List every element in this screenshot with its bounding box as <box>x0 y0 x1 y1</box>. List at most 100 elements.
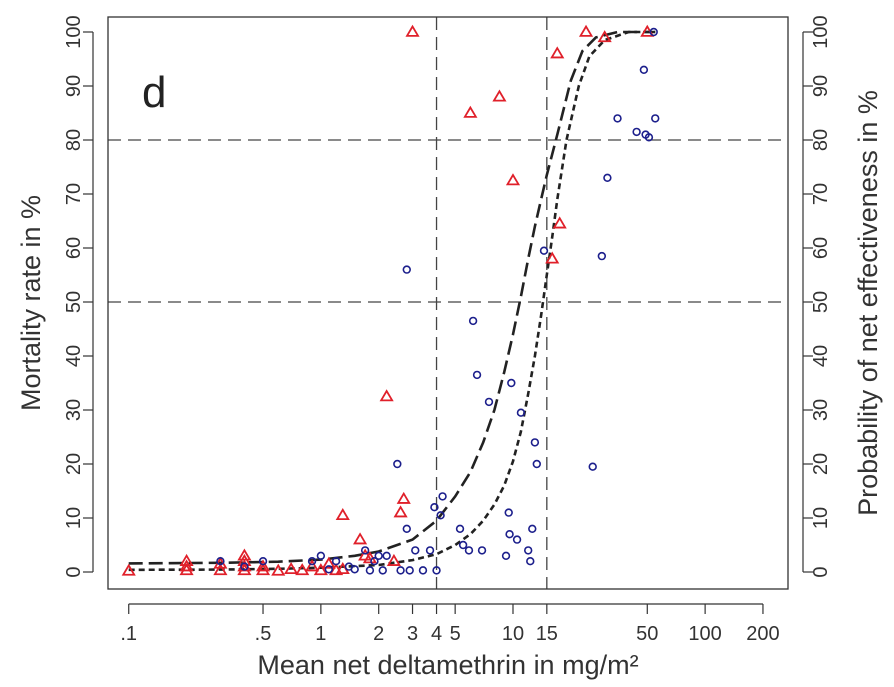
circle-point <box>324 565 334 574</box>
y-right-tick-label: 40 <box>810 345 832 367</box>
circle-point <box>458 540 468 550</box>
triangle-point <box>597 30 612 43</box>
data-points <box>121 24 660 576</box>
y-tick-label: 0 <box>63 566 85 577</box>
y-tick-label: 60 <box>63 237 85 259</box>
plot-frame <box>107 16 789 590</box>
circle-point <box>396 566 405 575</box>
circle-point <box>644 133 654 142</box>
circle-point <box>516 408 526 417</box>
circle-point <box>639 65 649 75</box>
x-tick-label: 50 <box>636 623 658 645</box>
y-tick-label: 20 <box>63 453 85 475</box>
circle-point <box>350 565 359 574</box>
circle-point <box>402 524 411 533</box>
fitted-curve-long-dash <box>128 30 656 565</box>
circle-point <box>472 370 482 380</box>
circle-point <box>425 546 435 555</box>
circle-point <box>382 551 391 560</box>
circle-point <box>632 127 641 137</box>
triangle-point <box>550 46 565 59</box>
circle-point <box>526 556 535 566</box>
triangle-point <box>321 556 336 569</box>
triangle-point <box>545 251 560 264</box>
x-tick-label: 10 <box>502 623 524 645</box>
x-tick-label: 200 <box>746 623 779 645</box>
x-tick-label: 2 <box>373 623 384 645</box>
circle-point <box>484 397 494 407</box>
triangle-point <box>353 532 368 545</box>
triangle-point <box>335 508 350 521</box>
panel-label: d <box>142 68 166 117</box>
y-axis-right: 0 10 20 30 40 50 60 70 80 90 100 <box>802 15 832 578</box>
circle-point <box>258 556 268 566</box>
y-right-tick-label: 100 <box>810 15 832 48</box>
circle-point <box>331 556 341 566</box>
y-axis-right-title: Probability of net effectiveness in % <box>853 90 883 516</box>
triangle-point <box>552 216 567 229</box>
x-tick-label: .5 <box>255 623 272 645</box>
triangle-point <box>492 89 507 102</box>
circle-point <box>405 566 414 575</box>
triangle-point <box>271 563 286 576</box>
y-right-tick-label: 90 <box>810 75 832 97</box>
circle-point <box>651 114 660 123</box>
circle-point <box>464 546 474 555</box>
circle-point <box>365 566 375 575</box>
circle-point <box>468 316 478 326</box>
y-tick-label: 100 <box>63 15 85 48</box>
y-tick-label: 80 <box>63 129 85 151</box>
triangle-point <box>179 553 194 566</box>
circle-point <box>370 556 379 566</box>
triangle-point <box>393 505 408 518</box>
triangle-point <box>237 548 252 561</box>
circle-point <box>504 508 513 517</box>
triangle-point <box>295 563 310 576</box>
y-right-tick-label: 30 <box>810 399 832 421</box>
triangle-point <box>578 24 594 37</box>
circle-point <box>501 551 511 560</box>
triangle-point <box>304 559 320 572</box>
x-tick-label: 1 <box>315 623 326 645</box>
circle-point <box>393 459 402 469</box>
circle-point <box>216 556 225 566</box>
triangle-point <box>313 563 328 576</box>
y-right-tick-label: 50 <box>810 291 832 313</box>
triangle-point <box>284 562 299 575</box>
circle-point <box>402 265 411 274</box>
circle-point <box>539 246 549 255</box>
circle-point <box>438 492 447 501</box>
circle-point <box>588 462 597 471</box>
y-tick-label: 30 <box>63 399 85 421</box>
x-tick-label: 15 <box>536 623 558 645</box>
circle-point <box>418 566 428 575</box>
y-tick-label: 70 <box>63 183 85 205</box>
circle-point <box>524 546 533 555</box>
circle-point <box>360 546 370 555</box>
circle-point <box>528 524 537 533</box>
triangle-point <box>396 491 411 504</box>
x-tick-label: 4 <box>431 623 442 645</box>
circle-point <box>512 535 522 544</box>
x-tick-label: .1 <box>120 623 137 645</box>
circle-point <box>597 251 607 261</box>
reference-lines <box>108 17 788 589</box>
x-tick-label: 3 <box>407 623 418 645</box>
circle-point <box>411 546 420 555</box>
triangle-point <box>255 559 271 572</box>
circle-point <box>316 551 326 560</box>
circle-point <box>530 438 540 447</box>
y-axis-left: 0 10 20 30 40 50 60 70 80 90 100 <box>63 15 94 578</box>
triangle-point <box>213 563 228 576</box>
circle-point <box>649 27 658 37</box>
y-right-tick-label: 20 <box>810 453 832 475</box>
y-right-tick-label: 80 <box>810 129 832 151</box>
circle-point <box>374 551 383 560</box>
y-right-tick-label: 70 <box>810 183 832 205</box>
circle-point <box>507 378 516 388</box>
circle-point <box>532 459 541 469</box>
circle-point <box>240 562 249 571</box>
circle-point <box>505 529 514 539</box>
